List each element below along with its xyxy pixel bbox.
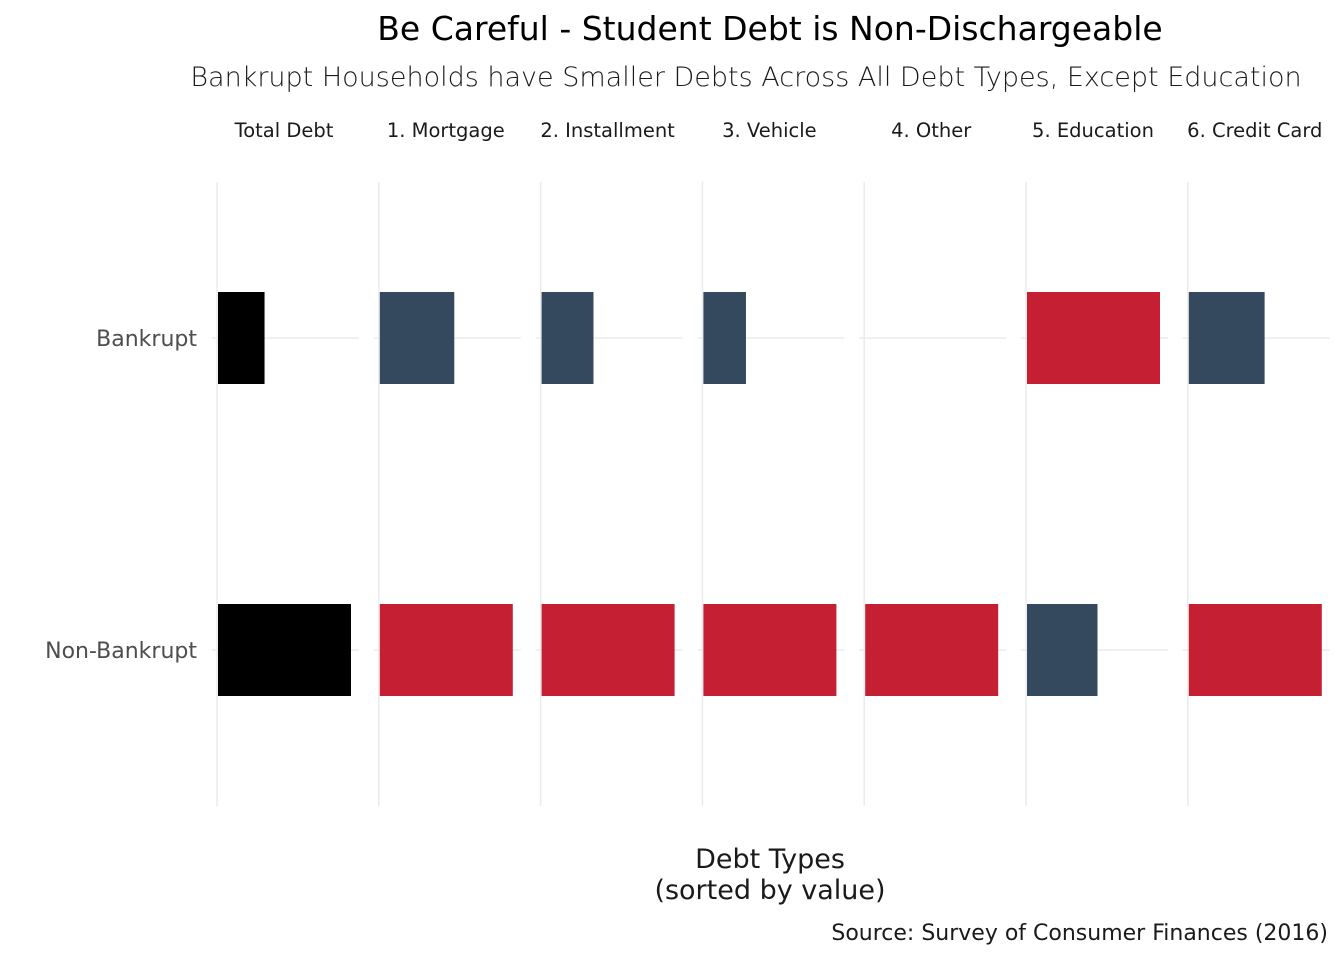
facet-label-total-debt: Total Debt [234,119,334,142]
caption: Source: Survey of Consumer Finances (201… [831,921,1328,946]
bar-3-vehicle-bankrupt [703,292,746,384]
grid [212,182,1330,806]
row-labels: Bankrupt Non-Bankrupt [45,327,197,664]
bar-2-installment-bankrupt [541,292,594,384]
bar-1-mortgage-bankrupt [379,292,455,384]
bar-6-credit-card-bankrupt [1188,292,1265,384]
facet-label-6-credit-card: 6. Credit Card [1187,119,1322,142]
facet-label-5-education: 5. Education [1032,119,1154,142]
x-axis-title-line1: Debt Types [695,844,845,875]
chart-subtitle: Bankrupt Households have Smaller Debts A… [190,62,1301,93]
facet-label-4-other: 4. Other [891,119,972,142]
facet-label-3-vehicle: 3. Vehicle [722,119,817,142]
bar-2-installment-non-bankrupt [541,604,675,696]
x-axis-title-line2: (sorted by value) [654,875,885,906]
bar-total-debt-non-bankrupt [218,604,351,696]
bar-4-other-non-bankrupt [865,604,999,696]
row-label-bankrupt: Bankrupt [96,327,197,352]
bar-1-mortgage-non-bankrupt [379,604,513,696]
chart-title: Be Careful - Student Debt is Non-Dischar… [377,9,1162,48]
bar-5-education-bankrupt [1027,292,1160,384]
facet-label-2-installment: 2. Installment [540,119,675,142]
bar-total-debt-bankrupt [218,292,265,384]
facet-label-1-mortgage: 1. Mortgage [387,119,505,142]
bar-5-education-non-bankrupt [1027,604,1098,696]
facet-labels: Total Debt 1. Mortgage 2. Installment 3. Ve… [234,119,1323,142]
bar-6-credit-card-non-bankrupt [1188,604,1322,696]
row-label-non-bankrupt: Non-Bankrupt [45,639,197,664]
bars [218,292,1322,696]
bar-3-vehicle-non-bankrupt [703,604,837,696]
